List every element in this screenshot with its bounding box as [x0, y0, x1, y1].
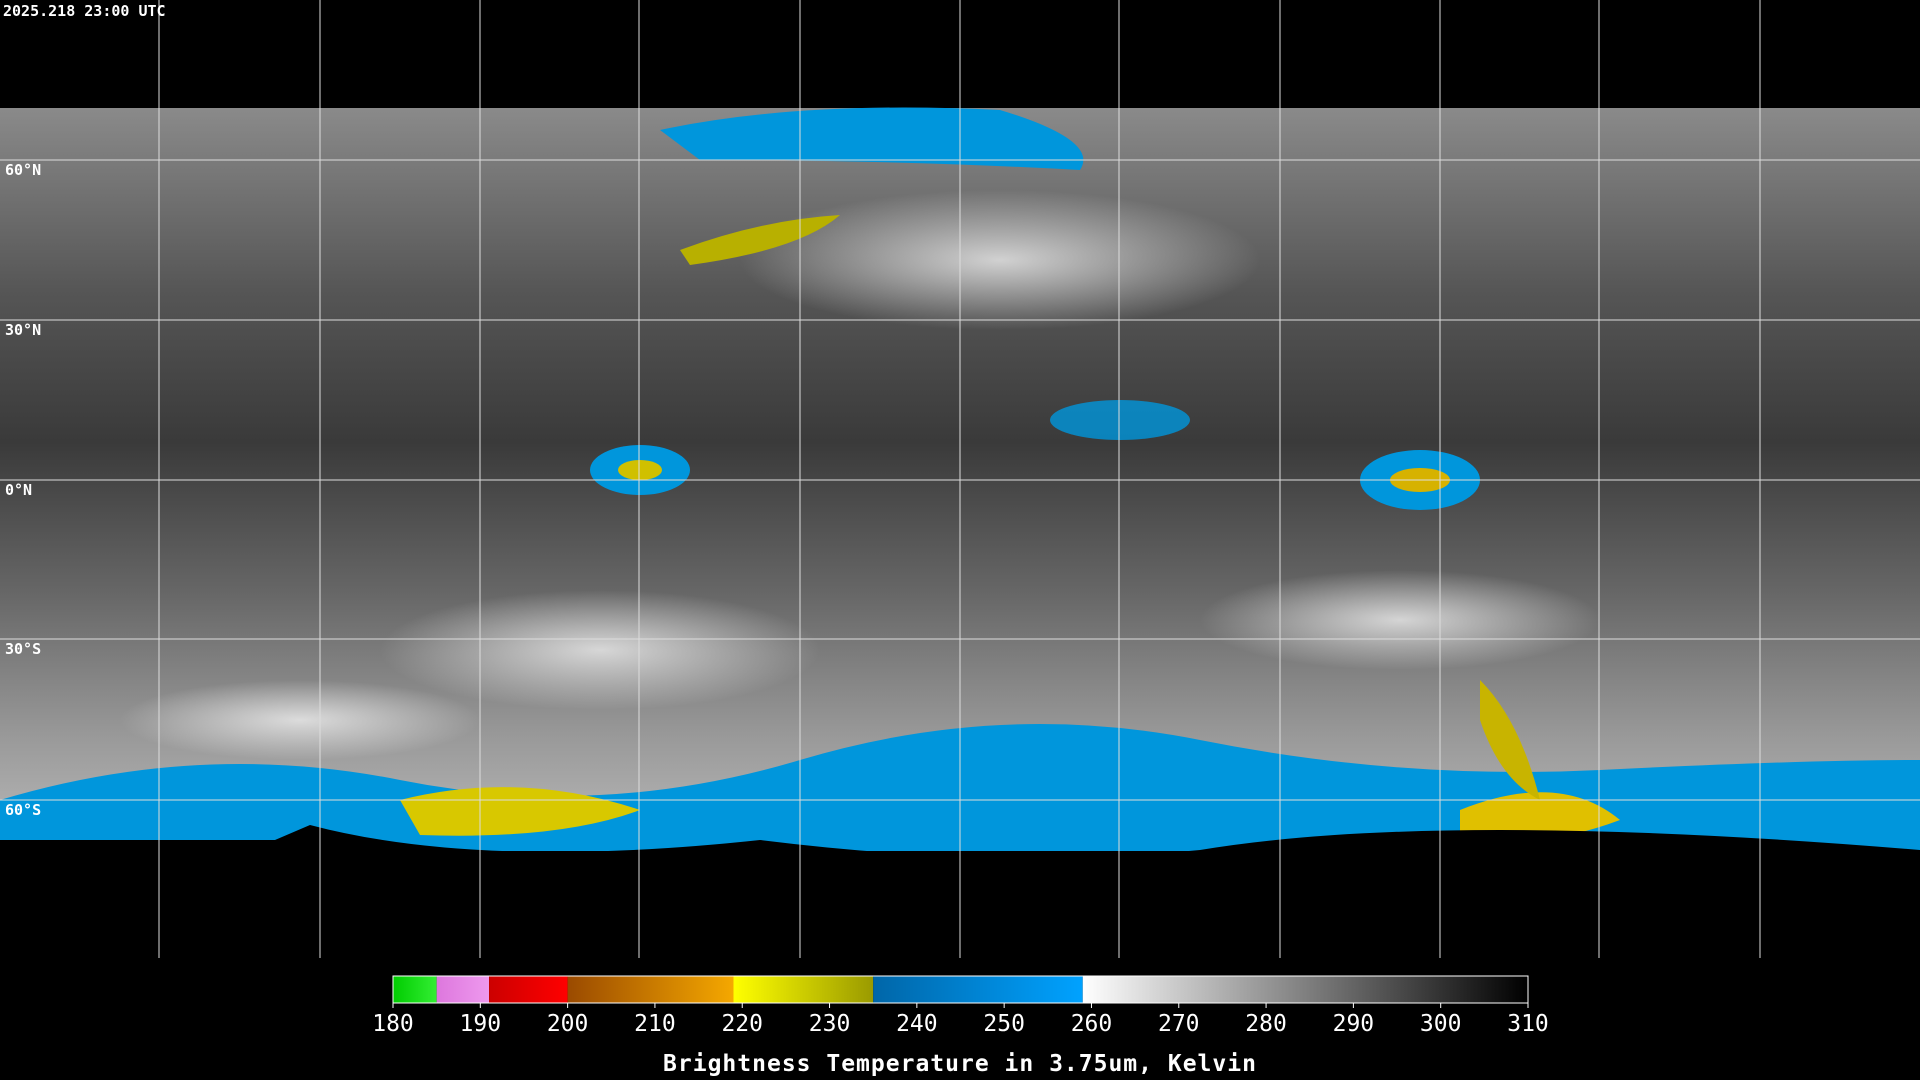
latitude-labels: 60°N 30°N 0°N 30°S 60°S: [5, 161, 41, 819]
colorbar-tick-label: 180: [372, 1011, 414, 1037]
graticule: [0, 0, 1920, 958]
timestamp: 2025.218 23:00 UTC: [3, 2, 166, 20]
colorbar-segment: [393, 976, 437, 1003]
colorbar-tick-label: 300: [1420, 1011, 1462, 1037]
colorbar-frame: [392, 975, 1529, 1004]
colorbar-tick-label: 240: [896, 1011, 938, 1037]
colorbar-segment: [489, 976, 568, 1003]
colorbar-tick-label: 190: [460, 1011, 502, 1037]
colorbar-tick-label: 250: [983, 1011, 1025, 1037]
colorbar-tick-label: 260: [1071, 1011, 1113, 1037]
colorbar-segment: [733, 976, 874, 1003]
colorbar-segment: [873, 976, 1083, 1003]
colorbar-segment: [567, 976, 734, 1003]
colorbar-tick-label: 310: [1507, 1011, 1549, 1037]
colorbar-segment: [1082, 976, 1528, 1003]
colorbar-tick-label: 270: [1158, 1011, 1200, 1037]
colorbar-tick-label: 230: [809, 1011, 851, 1037]
colorbar-tick-label: 290: [1333, 1011, 1375, 1037]
colorbar-title: Brightness Temperature in 3.75um, Kelvin: [663, 1051, 1257, 1077]
colorbar-tick-label: 210: [634, 1011, 676, 1037]
colorbar-tick-label: 200: [547, 1011, 589, 1037]
latitude-label: 30°N: [5, 321, 41, 339]
latitude-label: 0°N: [5, 481, 32, 499]
colorbar-tick-label: 280: [1245, 1011, 1287, 1037]
colorbar: 180 190 200 210 220 230 240 250 260 270 280 290 300 3…: [372, 975, 1549, 1037]
latitude-label: 60°N: [5, 161, 41, 179]
latitude-label: 60°S: [5, 801, 41, 819]
colorbar-segment: [436, 976, 490, 1003]
colorbar-tick-label: 220: [721, 1011, 763, 1037]
latitude-label: 30°S: [5, 640, 41, 658]
